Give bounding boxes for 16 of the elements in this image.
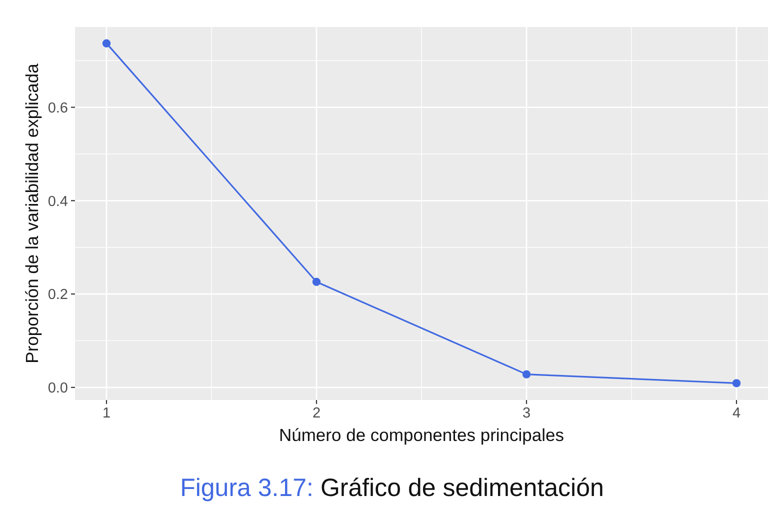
y-axis-title: Proporción de la variabilidad explicada — [22, 63, 42, 364]
x-tick-label: 3 — [522, 405, 531, 422]
point — [102, 39, 111, 48]
point — [732, 379, 741, 388]
x-axis-title: Número de componentes principales — [278, 425, 564, 445]
x-tick-label: 2 — [312, 405, 321, 422]
x-tick-label: 4 — [732, 405, 741, 422]
x-tick-label: 1 — [102, 405, 111, 422]
point — [312, 278, 321, 286]
y-tick-label: 0.2 — [48, 287, 68, 304]
text: Gráfico de sedimentación — [319, 474, 604, 502]
y-tick-label: 0.4 — [48, 194, 68, 210]
y-tick-label: 0.0 — [48, 380, 68, 397]
text: Figura 3.17: — [180, 474, 314, 502]
point — [522, 370, 531, 378]
y-tick-label: 0.6 — [48, 100, 68, 116]
